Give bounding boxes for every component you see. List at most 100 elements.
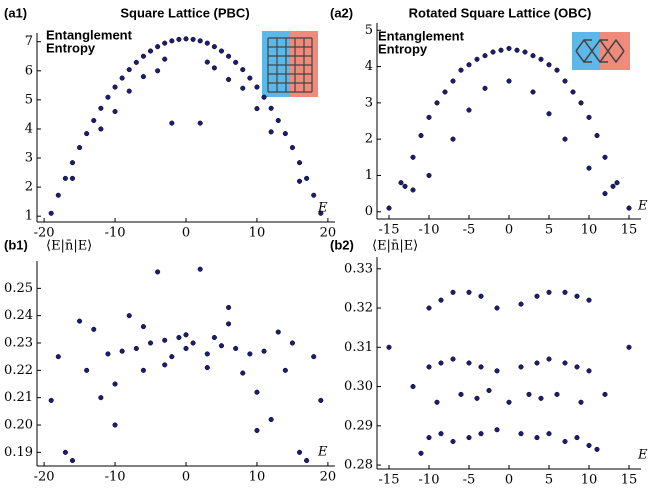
data-point — [478, 364, 484, 370]
y-tick-label: 7 — [25, 34, 33, 49]
panel-label: (b1) — [4, 237, 28, 252]
data-point — [450, 356, 456, 362]
data-point — [318, 210, 324, 216]
panel-label: (a1) — [4, 5, 27, 20]
y-tick-label: 1 — [25, 209, 33, 224]
data-point — [183, 332, 189, 338]
x-axis-label: E — [637, 448, 648, 463]
data-point — [534, 435, 540, 441]
data-point — [226, 321, 232, 327]
y-tick-label: 6 — [25, 63, 33, 78]
data-point — [233, 59, 239, 65]
data-point — [570, 89, 576, 95]
data-point — [494, 368, 500, 374]
data-point — [254, 84, 260, 90]
data-point — [418, 450, 424, 456]
data-point — [105, 94, 111, 100]
data-point — [55, 192, 61, 198]
data-point — [275, 117, 281, 124]
data-point — [211, 44, 217, 50]
data-point — [478, 293, 484, 299]
data-point — [438, 360, 444, 366]
x-tick-label: -10 — [419, 473, 440, 488]
data-point — [48, 397, 54, 403]
panel-title: Square Lattice (PBC) — [120, 5, 249, 20]
data-point — [498, 47, 504, 53]
data-point — [538, 56, 544, 62]
data-point — [410, 187, 416, 193]
data-point — [494, 427, 500, 433]
data-point — [506, 399, 512, 405]
y-tick-label: 0.23 — [4, 336, 33, 351]
data-point — [289, 340, 295, 346]
data-point — [458, 391, 464, 397]
data-point — [126, 313, 132, 319]
data-point — [254, 106, 260, 112]
data-point — [554, 391, 560, 397]
data-point — [69, 160, 76, 166]
data-point — [386, 344, 392, 350]
data-point — [282, 367, 288, 373]
x-tick-label: 20 — [320, 226, 337, 241]
data-point — [233, 345, 239, 352]
data-point — [554, 67, 560, 73]
y-axis-label: ⟨E|n̄|E⟩ — [46, 239, 92, 254]
data-point — [594, 446, 600, 452]
data-point — [218, 343, 225, 349]
data-point — [77, 145, 83, 151]
x-tick-label: 0 — [182, 226, 190, 241]
data-point — [514, 47, 520, 53]
data-point — [474, 56, 480, 62]
panel-title: Rotated Square Lattice (OBC) — [409, 5, 592, 20]
data-point — [426, 172, 432, 178]
data-point — [562, 360, 568, 366]
data-point — [586, 297, 592, 303]
data-point — [311, 354, 317, 360]
y-tick-label: 0.30 — [344, 379, 373, 394]
x-tick-label: -20 — [34, 226, 55, 241]
data-point — [240, 85, 246, 91]
data-point — [197, 120, 203, 126]
data-point — [162, 362, 168, 368]
data-point — [204, 40, 210, 46]
data-point — [183, 36, 189, 42]
data-point — [226, 53, 232, 59]
data-point — [594, 132, 600, 139]
y-axis-label: Entanglement — [46, 27, 133, 42]
data-point — [140, 74, 146, 80]
y-tick-label: 0.29 — [344, 418, 373, 433]
data-point — [204, 365, 210, 371]
data-point — [133, 59, 139, 65]
panel-label: (b2) — [330, 237, 354, 252]
data-point — [562, 78, 568, 84]
y-tick-label: 0.28 — [344, 458, 373, 473]
data-point — [626, 344, 632, 350]
x-tick-label: -20 — [34, 470, 55, 485]
data-point — [275, 329, 281, 335]
data-point — [518, 364, 524, 370]
x-tick-label: 0 — [182, 470, 190, 485]
x-tick-label: 20 — [320, 470, 337, 485]
data-point — [466, 360, 472, 366]
data-point — [466, 289, 472, 295]
data-point — [147, 340, 154, 346]
y-tick-label: 0.31 — [344, 340, 373, 355]
data-point — [518, 301, 524, 307]
data-point — [478, 431, 484, 437]
data-point — [176, 36, 182, 42]
data-point — [490, 49, 496, 55]
data-point — [578, 399, 584, 405]
x-tick-label: 0 — [505, 223, 513, 238]
data-point — [126, 67, 132, 73]
data-point — [530, 53, 536, 59]
data-point — [546, 289, 552, 295]
x-tick-label: -10 — [105, 226, 126, 241]
x-tick-label: -15 — [379, 473, 400, 488]
data-point — [140, 367, 146, 373]
data-point — [410, 154, 416, 160]
data-point — [247, 75, 253, 81]
data-point — [546, 111, 552, 117]
data-point — [296, 178, 303, 184]
data-point — [311, 192, 317, 198]
